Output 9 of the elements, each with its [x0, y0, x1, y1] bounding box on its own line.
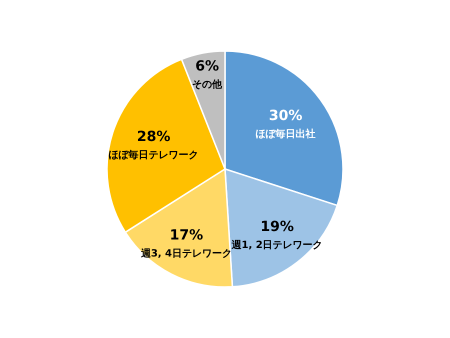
slice-label: ほぼ毎日出社 — [256, 128, 316, 140]
slice-label: ほぼ毎日テレワーク — [108, 148, 199, 161]
data-label: 6% — [195, 58, 220, 75]
data-label: 28% — [136, 128, 170, 145]
slice-label: 週1, 2日テレワーク — [230, 239, 323, 252]
data-label: 17% — [170, 228, 204, 244]
slice-label: その他 — [192, 78, 224, 91]
data-label: 19% — [260, 219, 294, 236]
data-label: 30% — [268, 108, 302, 124]
